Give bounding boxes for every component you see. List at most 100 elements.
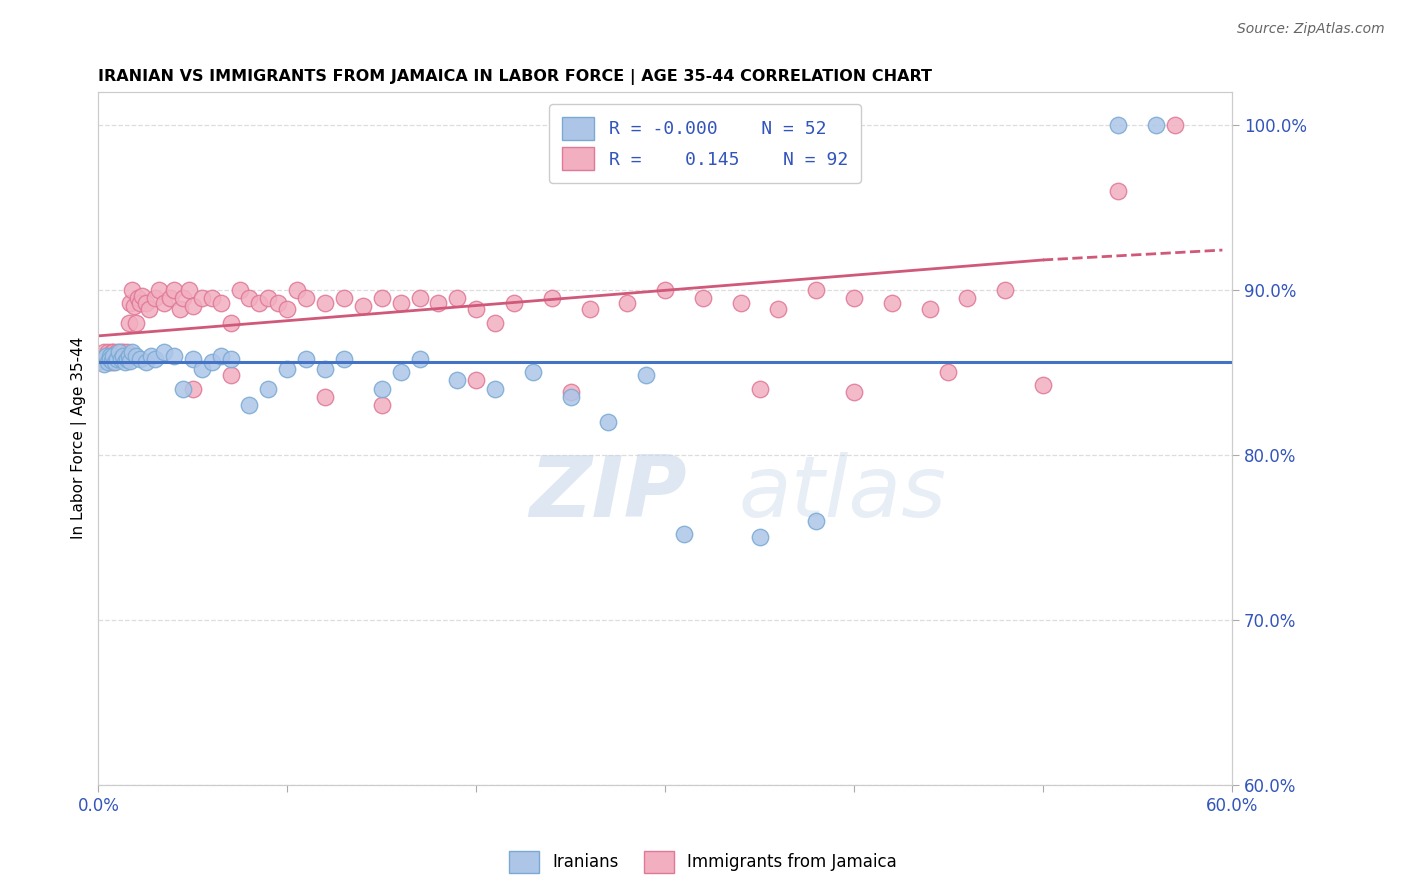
Point [117, 349, 139, 363]
Point [295, 291, 318, 305]
Point [120, 296, 142, 310]
Point [938, 365, 960, 379]
Point [89, 353, 111, 368]
Legend: Iranians, Immigrants from Jamaica: Iranians, Immigrants from Jamaica [502, 845, 904, 880]
Point [1144, 118, 1167, 132]
Point [748, 530, 770, 544]
Point [103, 345, 125, 359]
Point [560, 384, 582, 399]
Point [141, 349, 163, 363]
Point [598, 415, 620, 429]
Point [522, 365, 544, 379]
Point [135, 355, 157, 369]
Point [129, 296, 152, 310]
Point [181, 351, 204, 366]
Point [98, 355, 121, 369]
Point [842, 291, 865, 305]
Point [104, 351, 127, 366]
Point [115, 349, 138, 363]
Point [103, 349, 125, 363]
Point [956, 291, 979, 305]
Point [97, 351, 120, 366]
Point [111, 349, 134, 363]
Text: atlas: atlas [738, 452, 946, 535]
Legend: R = -0.000    N = 52, R =    0.145    N = 92: R = -0.000 N = 52, R = 0.145 N = 92 [548, 104, 860, 183]
Point [201, 291, 224, 305]
Point [276, 362, 298, 376]
Point [191, 362, 214, 376]
Point [219, 351, 242, 366]
Point [333, 291, 356, 305]
Point [267, 296, 290, 310]
Point [295, 351, 318, 366]
Point [91, 351, 114, 366]
Point [209, 296, 232, 310]
Point [172, 291, 194, 305]
Point [143, 291, 166, 305]
Point [314, 362, 336, 376]
Point [181, 382, 204, 396]
Point [918, 302, 941, 317]
Point [880, 296, 903, 310]
Point [616, 296, 638, 310]
Point [257, 382, 280, 396]
Point [125, 349, 148, 363]
Point [247, 296, 270, 310]
Point [108, 345, 131, 359]
Point [120, 353, 142, 368]
Point [560, 390, 582, 404]
Point [540, 291, 562, 305]
Point [114, 351, 136, 366]
Point [654, 283, 676, 297]
Point [94, 349, 117, 363]
Point [465, 302, 488, 317]
Point [93, 357, 115, 371]
Text: IRANIAN VS IMMIGRANTS FROM JAMAICA IN LABOR FORCE | AGE 35-44 CORRELATION CHART: IRANIAN VS IMMIGRANTS FROM JAMAICA IN LA… [98, 69, 932, 85]
Point [93, 345, 115, 359]
Point [285, 283, 308, 297]
Point [238, 291, 260, 305]
Point [89, 351, 111, 366]
Point [129, 351, 152, 366]
Point [257, 291, 280, 305]
Text: Source: ZipAtlas.com: Source: ZipAtlas.com [1237, 22, 1385, 37]
Point [352, 299, 374, 313]
Point [276, 302, 298, 317]
Point [110, 345, 132, 359]
Point [1108, 118, 1130, 132]
Point [163, 283, 186, 297]
Point [100, 345, 122, 359]
Point [370, 291, 392, 305]
Point [98, 349, 121, 363]
Point [105, 351, 128, 366]
Point [125, 316, 148, 330]
Point [370, 382, 392, 396]
Point [748, 382, 770, 396]
Point [97, 355, 120, 369]
Point [768, 302, 790, 317]
Point [1032, 378, 1054, 392]
Point [111, 349, 134, 363]
Point [484, 316, 506, 330]
Point [98, 351, 121, 366]
Point [333, 351, 356, 366]
Point [370, 398, 392, 412]
Point [219, 316, 242, 330]
Point [121, 283, 143, 297]
Point [115, 351, 138, 366]
Point [314, 296, 336, 310]
Point [115, 345, 138, 359]
Point [446, 291, 468, 305]
Point [209, 349, 232, 363]
Point [100, 351, 122, 366]
Point [108, 349, 131, 363]
Point [98, 349, 121, 363]
Point [159, 291, 181, 305]
Point [100, 353, 122, 368]
Point [465, 373, 488, 387]
Point [994, 283, 1017, 297]
Point [103, 355, 125, 369]
Point [389, 296, 412, 310]
Point [314, 390, 336, 404]
Point [93, 351, 115, 366]
